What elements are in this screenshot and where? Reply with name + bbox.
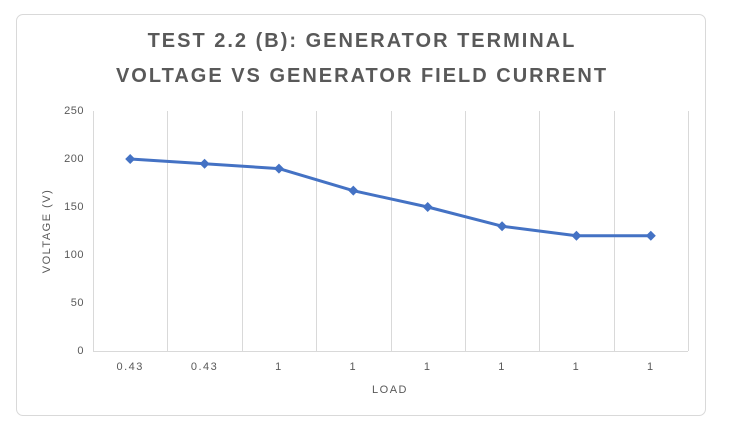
x-tick-label: 1 (423, 361, 432, 373)
data-point-marker (273, 163, 284, 174)
series-line (128, 157, 653, 238)
x-tick-label: 1 (572, 361, 581, 373)
x-tick-label: 0.43 (116, 361, 144, 373)
y-tick-label: 150 (64, 201, 84, 213)
x-axis-title: LOAD (372, 384, 408, 396)
y-tick-label: 100 (64, 249, 84, 261)
data-point-marker (497, 221, 508, 232)
data-point-marker (645, 230, 656, 241)
data-point-marker (422, 202, 433, 212)
data-point-marker (348, 185, 359, 196)
x-tick-label: 1 (349, 361, 358, 373)
data-point-marker (199, 158, 210, 169)
data-point-marker (571, 230, 582, 241)
y-tick-label: 200 (64, 153, 84, 165)
chart-title-line-2: VOLTAGE VS GENERATOR FIELD CURRENT (115, 65, 609, 87)
x-tick-label: 1 (647, 361, 655, 373)
chart-frame (16, 14, 706, 416)
x-tick-label: 0.43 (190, 361, 219, 373)
y-tick-label: 250 (64, 105, 84, 117)
data-point-marker (125, 154, 136, 164)
x-tick-label: 1 (498, 361, 506, 373)
y-tick-label: 50 (70, 297, 84, 309)
y-axis-title: VOLTAGE (V) (41, 188, 53, 274)
chart-title: TEST 2.2 (B): GENERATOR TERMINAL VOLTAGE… (16, 24, 708, 94)
x-tick-label: 1 (275, 361, 283, 373)
chart-title-line-1: TEST 2.2 (B): GENERATOR TERMINAL (147, 30, 577, 52)
y-tick-label: 0 (77, 345, 84, 357)
